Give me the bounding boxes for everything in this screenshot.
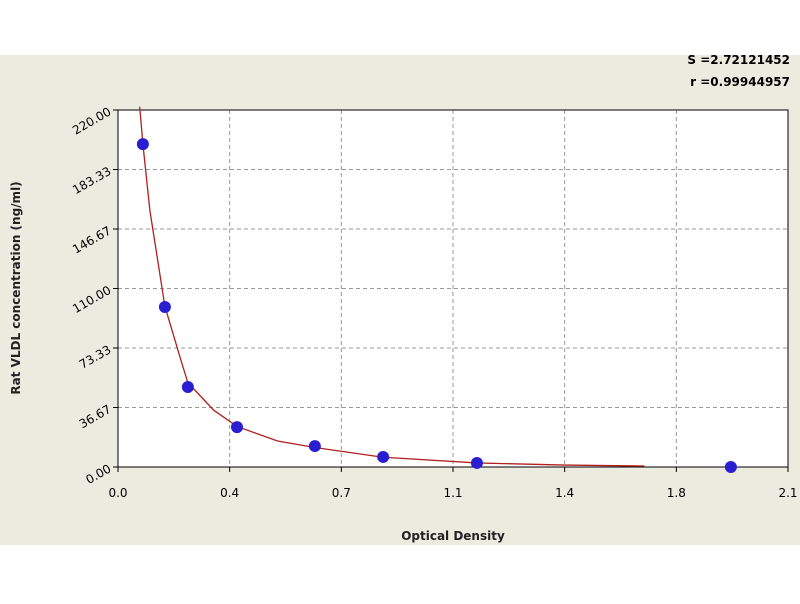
point (724, 461, 737, 473)
fit-curve (139, 106, 645, 467)
plot-border (117, 109, 789, 468)
point (231, 421, 244, 434)
x-tick-label: 1.1 (443, 486, 462, 500)
x-tick-label: 0.7 (332, 486, 351, 500)
x-tick-label: 2.1 (778, 486, 797, 500)
annotation: r =0.99944957 (690, 75, 790, 89)
y-axis-label: Rat VLDL concentration (ng/ml) (9, 181, 23, 394)
x-tick-label: 0.0 (108, 486, 127, 500)
point (377, 450, 390, 463)
x-axis-label: Optical Density (401, 529, 505, 543)
x-tick-label: 1.8 (667, 486, 686, 500)
x-tick-label: 0.4 (220, 486, 239, 500)
x-tick-label: 1.4 (555, 486, 574, 500)
annotation: S =2.72121452 (687, 53, 790, 67)
point (470, 456, 483, 469)
point (158, 300, 171, 313)
point (136, 138, 149, 151)
point (181, 380, 194, 393)
point (308, 440, 321, 453)
